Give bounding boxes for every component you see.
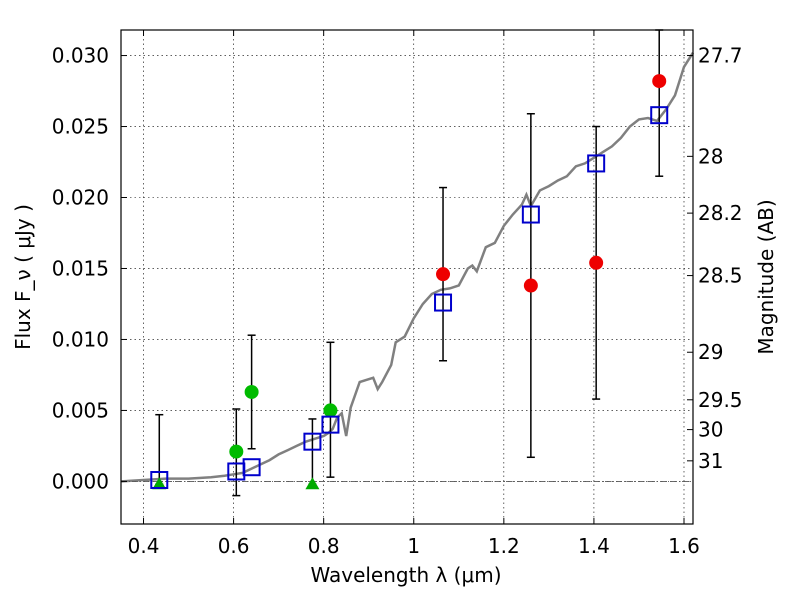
magnitude-tick-label: 29: [698, 340, 723, 364]
open-square-point: [150, 470, 169, 489]
filled-circle-point: [436, 267, 451, 282]
filled-circle-point: [229, 444, 244, 459]
open-square-point: [242, 458, 261, 477]
magnitude-tick-label: 28.2: [698, 201, 743, 225]
tick-labels: 0.4 0.6 0.8 1 1.2 1.4 1.6 0.000 0.005 0.010 0.015 0…: [52, 44, 743, 558]
model-spectrum-curve: [120, 52, 695, 483]
data-markers: [150, 74, 669, 490]
axis-ticks: [121, 30, 693, 524]
magnitude-tick-label: 31: [698, 449, 723, 473]
x-tick-label: 0.4: [128, 534, 160, 558]
x-tick-label: 1.6: [668, 534, 700, 558]
y-tick-label: 0.015: [52, 256, 109, 280]
open-square-point: [303, 432, 322, 451]
open-square-point: [587, 154, 606, 173]
magnitude-tick-label: 28: [698, 144, 723, 168]
magnitude-axis-title: Magnitude (AB): [754, 199, 778, 354]
filled-circle-point: [652, 74, 667, 89]
magnitude-tick-label: 27.7: [698, 44, 743, 68]
triangle-point: [152, 477, 167, 490]
y-tick-label: 0.030: [52, 44, 109, 68]
filled-circle-point: [244, 384, 259, 399]
y-axis-title: Flux F_ν ( μJy ): [11, 204, 35, 350]
magnitude-tick-label: 29.5: [698, 388, 743, 412]
x-tick-label: 1: [407, 534, 420, 558]
filled-circle-point: [589, 255, 604, 270]
open-square-point: [650, 106, 669, 125]
spectrum-line: [120, 52, 695, 483]
grid: [121, 30, 693, 524]
x-tick-label: 0.8: [308, 534, 340, 558]
x-tick-label: 1.4: [578, 534, 610, 558]
x-tick-label: 1.2: [488, 534, 520, 558]
triangle-point: [305, 477, 320, 490]
filled-circle-point: [323, 403, 338, 418]
open-square-point: [321, 415, 340, 434]
x-axis-title: Wavelength λ (μm): [310, 563, 501, 587]
filled-circle-point: [523, 278, 538, 293]
open-square-point: [521, 205, 540, 224]
y-tick-label: 0.020: [52, 186, 109, 210]
y-tick-label: 0.010: [52, 327, 109, 351]
open-square-point: [434, 293, 453, 312]
magnitude-tick-label: 28.5: [698, 264, 743, 288]
plot-frame: [120, 29, 694, 525]
magnitude-tick-label: 30: [698, 418, 723, 442]
error-bars: [155, 29, 664, 497]
y-tick-label: 0.025: [52, 115, 109, 139]
y-tick-label: 0.000: [52, 469, 109, 493]
y-tick-label: 0.005: [52, 398, 109, 422]
x-tick-label: 0.6: [218, 534, 250, 558]
